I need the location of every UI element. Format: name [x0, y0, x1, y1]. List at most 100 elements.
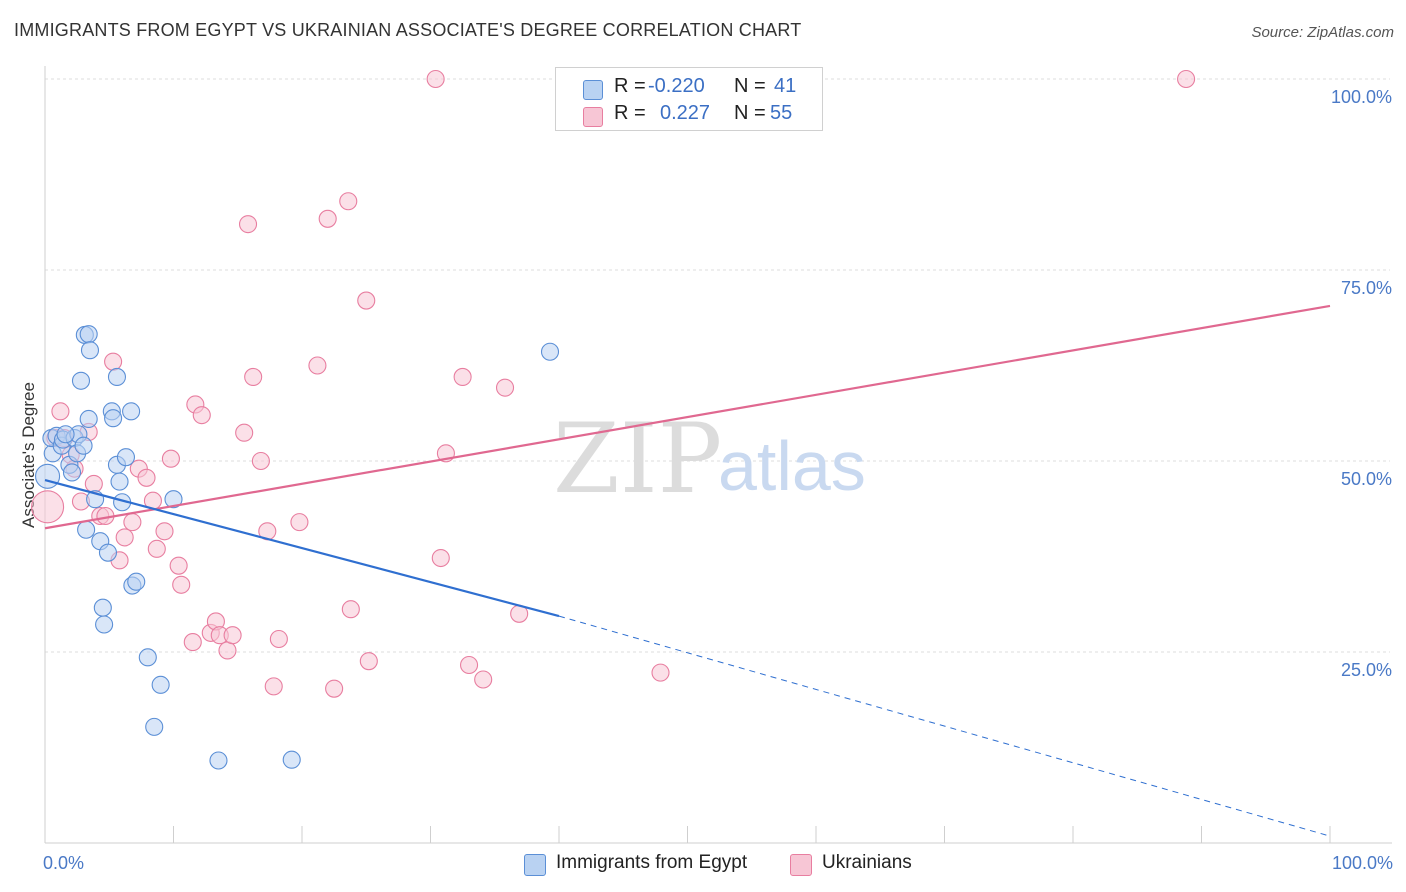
y-tick-label-2: 50.0%	[1341, 469, 1392, 489]
egypt-trend-line	[44, 479, 560, 618]
ukr-point-52	[495, 378, 515, 397]
egypt-point-31	[93, 598, 112, 617]
egypt-point-16	[79, 409, 98, 429]
watermark-zip: ZIP	[553, 403, 722, 515]
gridlines	[45, 78, 1390, 653]
trend-lines	[44, 304, 1331, 837]
ukr-point-45	[359, 652, 378, 671]
source-label: Source: ZipAtlas.com	[1251, 24, 1394, 41]
ukr-point-11	[104, 352, 123, 371]
ukr-r-label: R =	[614, 102, 646, 124]
correlation-legend: R = -0.220 N = 41 R = 0.227 N = 55	[555, 67, 823, 131]
egypt-point-15	[80, 341, 100, 360]
ukr-point-22	[172, 575, 191, 594]
egypt-point-32	[95, 615, 114, 634]
tick-labels: 100.0% 75.0% 50.0% 25.0% 0.0% 100.0%	[43, 87, 1393, 873]
legend-row-ukr: R = 0.227 N = 55	[556, 101, 822, 129]
egypt-point-34	[151, 675, 170, 694]
ukr-point-55	[1177, 69, 1196, 89]
egypt-point-22	[104, 409, 123, 428]
ukr-point-16	[137, 468, 156, 487]
ukr-point-54	[651, 663, 670, 682]
egypt-point-39	[540, 342, 560, 361]
watermark-atlas: atlas	[718, 427, 866, 505]
ukr-point-38	[290, 513, 309, 532]
egypt-swatch	[583, 80, 603, 100]
y-tick-label-0: 100.0%	[1331, 87, 1392, 107]
bottom-legend-egypt[interactable]: Immigrants from Egypt	[556, 852, 748, 873]
y-tick-label-3: 25.0%	[1341, 660, 1392, 680]
y-tick-label-1: 75.0%	[1341, 278, 1392, 298]
ukr-point-46	[426, 69, 445, 89]
egypt-point-23	[107, 367, 127, 387]
egypt-trend-extension	[558, 615, 1331, 837]
egypt-r-label: R =	[614, 75, 646, 97]
egypt-point-7	[62, 463, 82, 482]
ukr-point-31	[235, 423, 254, 442]
ukr-point-44	[357, 291, 376, 310]
ukr-point-47	[431, 548, 450, 568]
egypt-points	[35, 325, 560, 770]
bottom-legend-ukr[interactable]: Ukrainians	[822, 852, 912, 873]
bottom-legend-ukr-swatch	[790, 854, 812, 876]
ukr-point-40	[318, 209, 337, 228]
egypt-point-36	[164, 490, 183, 509]
ukr-point-49	[453, 367, 472, 387]
egypt-n-value: 41	[774, 75, 797, 97]
ukr-swatch	[583, 107, 603, 127]
ukr-point-36	[264, 677, 283, 696]
ukr-point-32	[238, 215, 258, 234]
ukr-point-39	[308, 356, 327, 375]
ukr-point-50	[459, 655, 479, 675]
ukr-point-42	[339, 192, 358, 211]
ukr-point-14	[123, 513, 142, 532]
ukr-point-51	[474, 670, 493, 689]
ukr-point-41	[325, 679, 344, 698]
egypt-point-12	[71, 371, 91, 390]
egypt-point-14	[79, 325, 98, 344]
egypt-point-28	[122, 402, 141, 421]
ukr-point-21	[169, 556, 188, 575]
egypt-point-25	[110, 472, 129, 491]
egypt-point-37	[209, 751, 228, 770]
egypt-point-40	[56, 425, 75, 444]
egypt-point-33	[138, 648, 157, 667]
egypt-point-30	[127, 572, 146, 591]
ukr-trend-line	[44, 304, 1331, 530]
ukr-n-value: 55	[770, 102, 793, 124]
x-tick-label-0: 0.0%	[43, 853, 84, 873]
ukr-n-label: N =	[734, 102, 766, 124]
egypt-point-35	[145, 717, 164, 736]
ukr-point-30	[223, 626, 242, 645]
ukr-point-2	[51, 402, 70, 421]
ukr-point-20	[161, 449, 180, 468]
y-axis-label: Associate's Degree	[19, 382, 38, 528]
egypt-point-27	[116, 448, 136, 467]
ukr-point-13	[115, 528, 134, 547]
ukr-point-0	[31, 490, 65, 524]
ukr-point-18	[147, 539, 166, 558]
ukr-r-value: 0.227	[660, 102, 711, 124]
bottom-legend-egypt-swatch	[524, 854, 546, 876]
egypt-point-0	[35, 463, 61, 489]
ukr-point-29	[218, 641, 237, 660]
ukr-point-25	[192, 406, 211, 425]
egypt-point-11	[74, 436, 93, 455]
ukr-point-37	[269, 629, 288, 649]
x-tick-label-1: 100.0%	[1332, 853, 1393, 873]
ukr-point-34	[251, 451, 270, 471]
chart-title: IMMIGRANTS FROM EGYPT VS UKRAINIAN ASSOC…	[14, 20, 802, 40]
egypt-point-38	[282, 750, 301, 769]
y-axis-label-group: Associate's Degree	[19, 382, 38, 528]
ukr-point-43	[341, 600, 360, 619]
egypt-point-20	[98, 543, 118, 562]
egypt-point-18	[77, 520, 96, 539]
egypt-n-label: N =	[734, 75, 766, 97]
ukr-point-33	[244, 367, 263, 387]
ukrainians-points	[31, 69, 1196, 698]
egypt-r-value: -0.220	[648, 75, 705, 97]
ukr-point-19	[155, 522, 174, 541]
ukr-point-23	[183, 633, 202, 652]
ukr-point-8	[84, 474, 103, 493]
